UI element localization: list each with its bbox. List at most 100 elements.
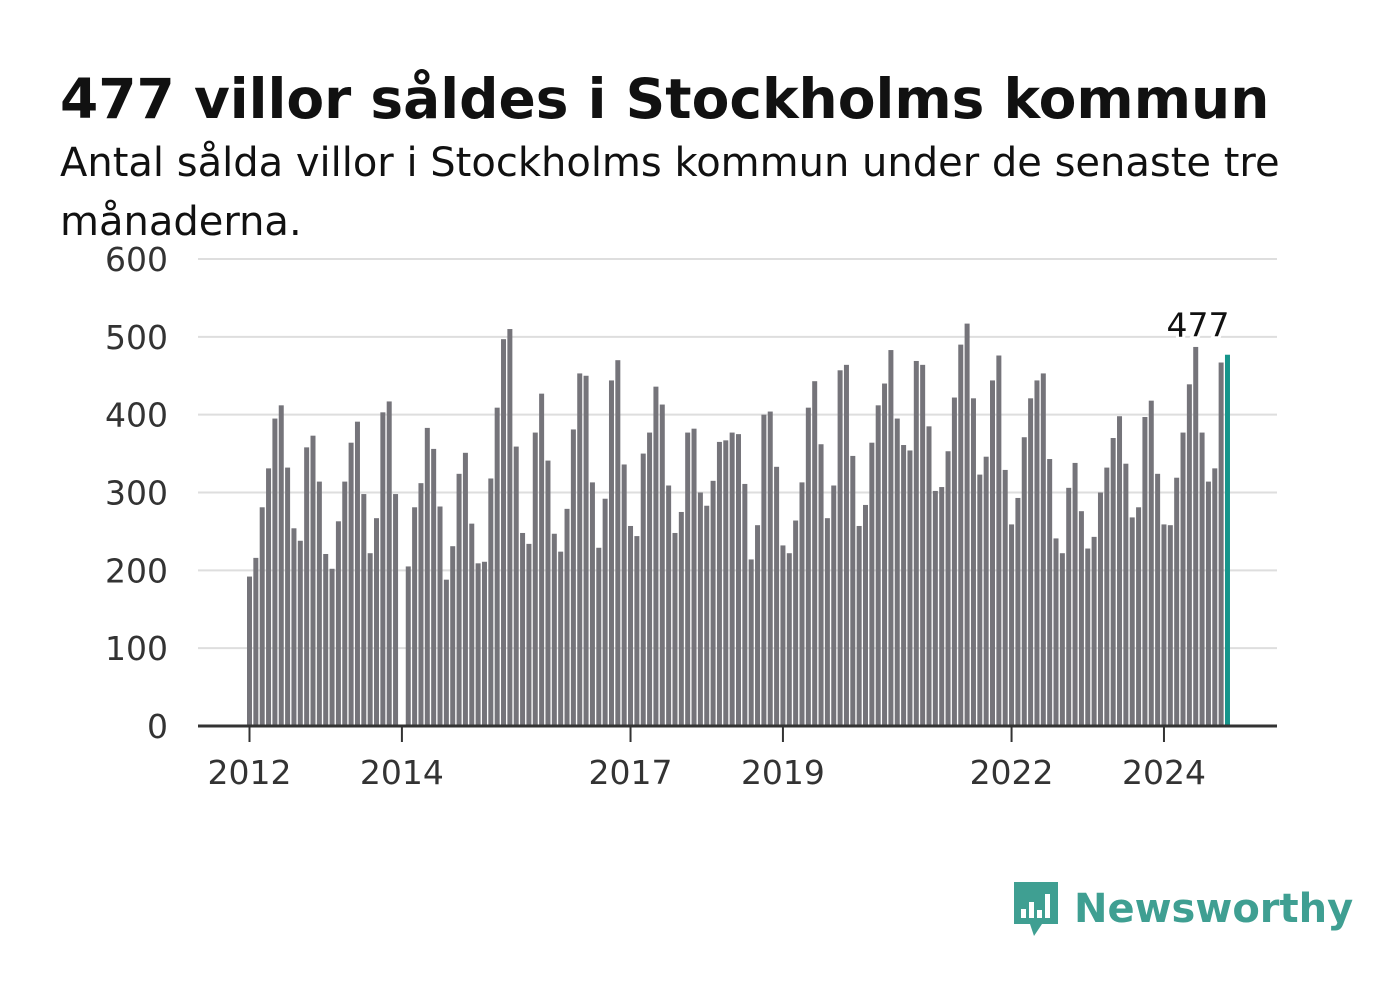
- bar: [1212, 468, 1218, 726]
- bar: [361, 494, 367, 726]
- bar: [735, 434, 741, 727]
- bar: [1136, 507, 1142, 726]
- bar: [558, 551, 564, 726]
- bar: [266, 468, 272, 726]
- bar: [1161, 524, 1167, 726]
- bar: [1180, 432, 1186, 726]
- bar: [310, 435, 316, 726]
- y-tick-label: 100: [105, 629, 168, 668]
- bar: [501, 339, 507, 726]
- bar: [964, 323, 970, 726]
- bar: [335, 521, 341, 726]
- bar: [805, 407, 811, 726]
- bar: [1104, 467, 1110, 726]
- bar: [1028, 398, 1034, 726]
- bar: [354, 421, 360, 726]
- bar: [450, 546, 456, 726]
- bar: [850, 455, 856, 726]
- bar: [393, 494, 399, 726]
- bar: [818, 444, 824, 726]
- bar: [843, 364, 849, 726]
- bar: [1199, 432, 1205, 726]
- bar: [704, 505, 710, 726]
- bar: [1015, 497, 1021, 726]
- y-tick-label: 600: [105, 240, 168, 279]
- bar: [958, 344, 964, 726]
- x-tick-label: 2012: [208, 753, 292, 792]
- bar: [882, 383, 888, 726]
- bar: [621, 464, 627, 726]
- bar: [742, 483, 748, 726]
- bar: [1091, 536, 1097, 726]
- bar: [348, 442, 354, 726]
- bar: [907, 450, 913, 726]
- bar: [272, 418, 278, 726]
- chart-subtitle: Antal sålda villor i Stockholms kommun u…: [60, 140, 1280, 245]
- bar: [774, 466, 780, 726]
- bar: [678, 511, 684, 726]
- bar: [304, 447, 310, 726]
- bar: [456, 473, 462, 726]
- bar: [780, 545, 786, 726]
- bar: [583, 375, 589, 726]
- bar: [875, 405, 881, 726]
- bar: [647, 432, 653, 726]
- bar: [412, 507, 418, 726]
- bar: [1155, 473, 1161, 726]
- bar: [812, 381, 818, 726]
- chart-title: 477 villor såldes i Stockholms kommun: [60, 67, 1270, 131]
- bar: [856, 525, 862, 726]
- bar: [786, 553, 792, 726]
- bar: [247, 576, 252, 726]
- bar: [767, 411, 773, 726]
- bar: [1097, 492, 1103, 726]
- newsworthy-logo: Newsworthy: [1010, 876, 1353, 942]
- bar: [1009, 524, 1015, 726]
- bar: [799, 482, 805, 726]
- bar: [1059, 553, 1065, 726]
- bar-series: [247, 323, 1230, 727]
- bar: [926, 426, 932, 726]
- bar: [640, 453, 646, 726]
- bar: [634, 536, 640, 726]
- bar: [723, 440, 729, 726]
- bar: [291, 528, 297, 726]
- bar: [729, 432, 735, 726]
- x-tick-label: 2014: [360, 753, 444, 792]
- bar: [951, 397, 957, 726]
- bar: [1167, 525, 1173, 726]
- bar-highlight: [1224, 354, 1230, 726]
- bar: [539, 393, 545, 726]
- bar: [475, 563, 481, 726]
- bar: [672, 532, 678, 726]
- bar: [374, 518, 380, 726]
- bar: [920, 364, 926, 726]
- bar: [386, 401, 392, 726]
- y-tick-label: 300: [105, 474, 168, 513]
- bar: [615, 360, 621, 726]
- bar: [1174, 477, 1180, 726]
- bar: [443, 579, 449, 726]
- bar: [259, 507, 265, 726]
- bar: [939, 487, 945, 726]
- bar: [551, 533, 557, 726]
- bar: [462, 452, 468, 726]
- bar: [1078, 511, 1084, 726]
- bar: [342, 481, 348, 726]
- bar: [824, 518, 830, 726]
- x-tick-label: 2017: [589, 753, 673, 792]
- bar: [1110, 438, 1116, 726]
- bar: [1123, 463, 1129, 726]
- bar: [748, 559, 754, 726]
- bar: [697, 492, 703, 726]
- bar: [666, 485, 672, 726]
- bar: [1034, 380, 1040, 726]
- bar: [532, 432, 538, 726]
- bar: [990, 380, 996, 726]
- bar: [1117, 416, 1123, 726]
- bar: [418, 483, 424, 726]
- highlight-value-label: 477: [1166, 306, 1229, 345]
- bar: [710, 480, 716, 726]
- bar: [1021, 437, 1027, 726]
- bar: [488, 478, 494, 726]
